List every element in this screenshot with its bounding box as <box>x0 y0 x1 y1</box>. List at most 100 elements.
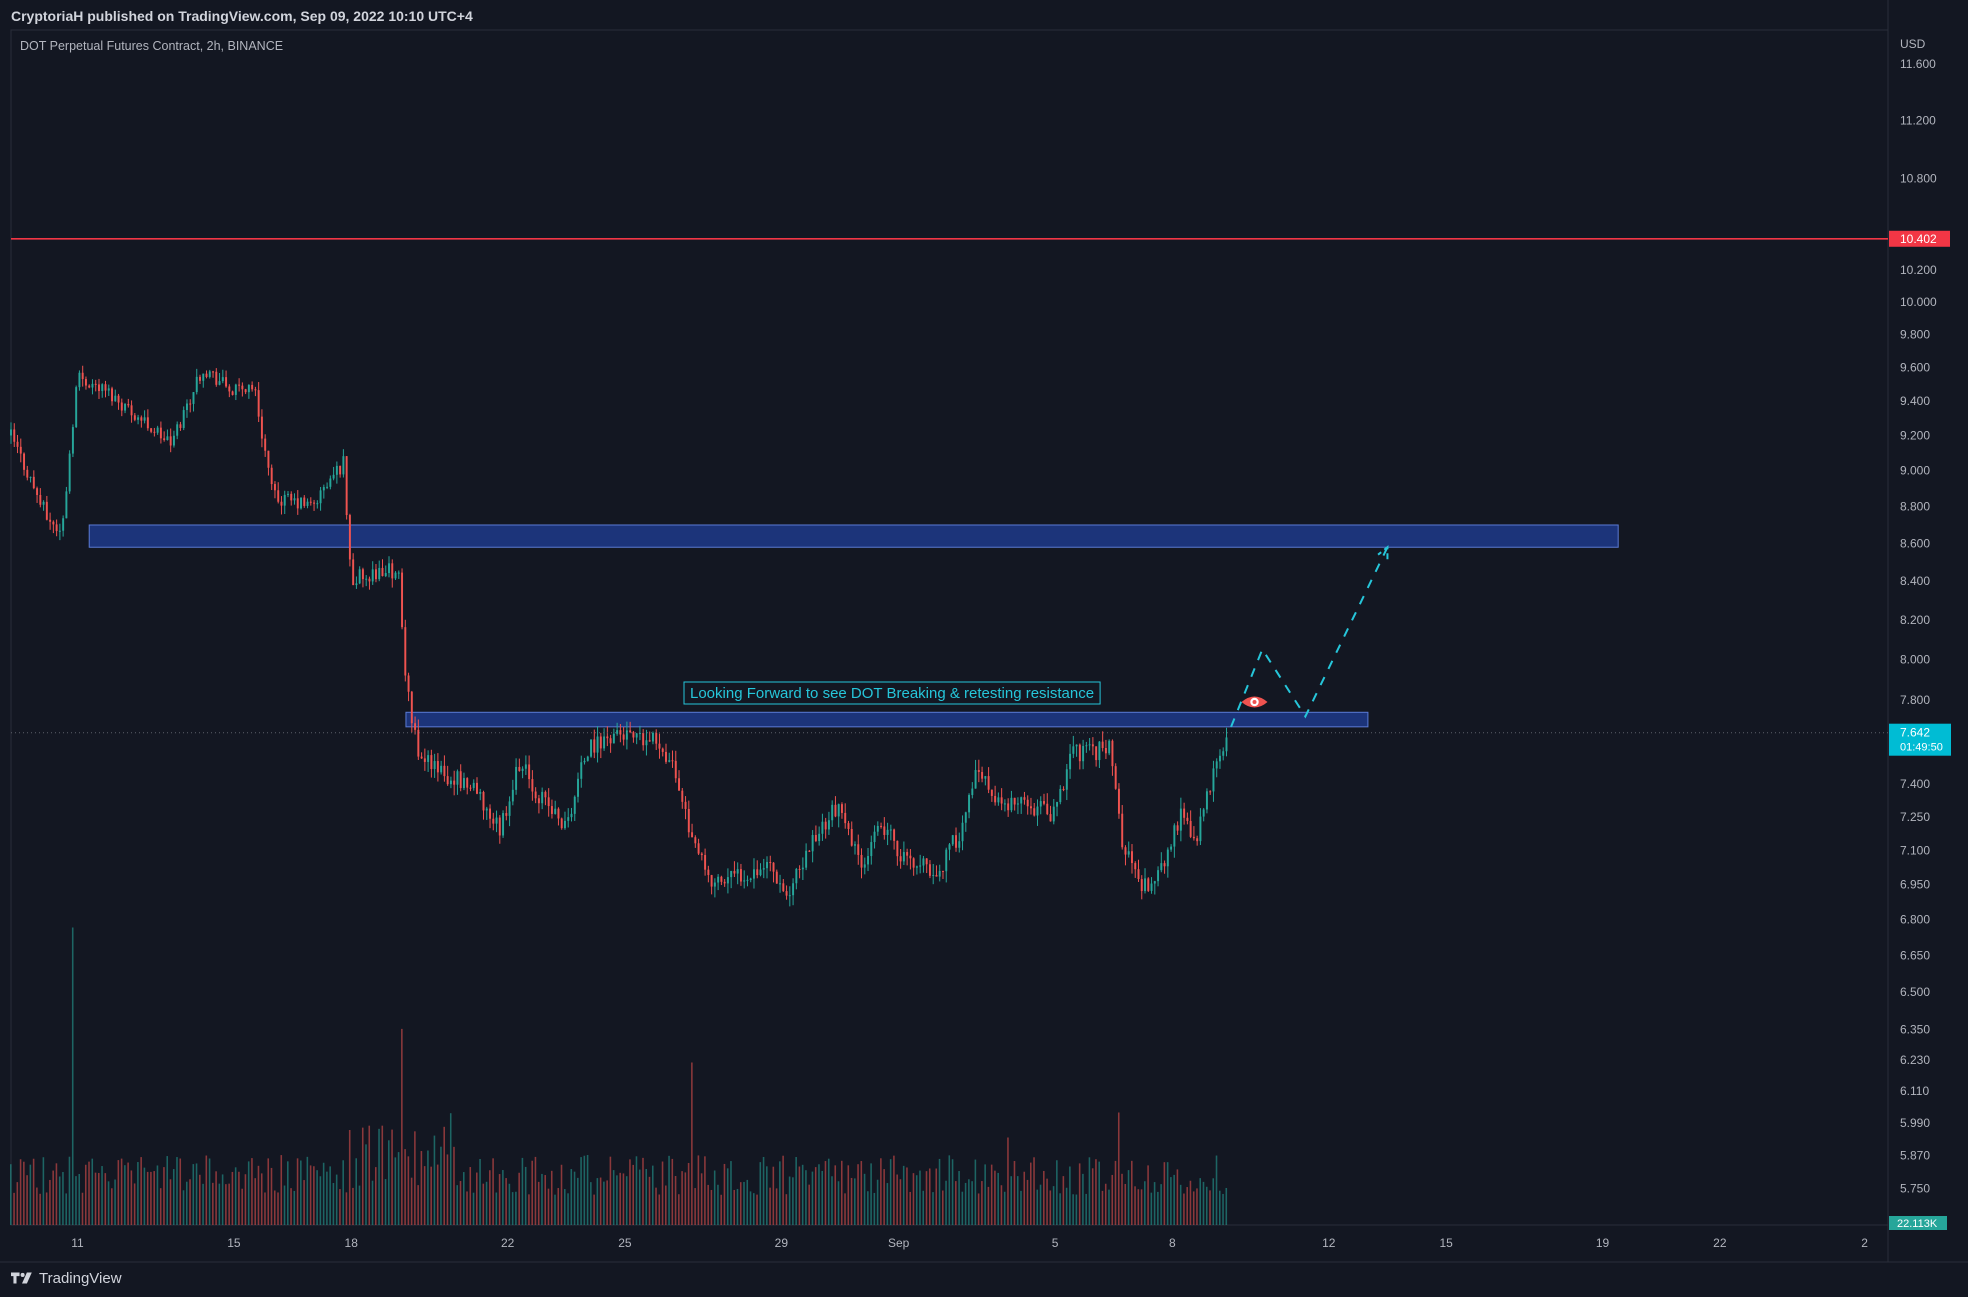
volume-bar <box>661 1161 664 1225</box>
volume-bar <box>518 1172 520 1225</box>
volume-bar <box>528 1194 530 1225</box>
volume-bar <box>218 1183 221 1225</box>
volume-bar <box>1043 1170 1045 1225</box>
volume-bar <box>951 1159 954 1225</box>
candle-body <box>840 804 843 813</box>
volume-bar <box>616 1175 618 1225</box>
last-price-badge <box>1889 723 1951 756</box>
currency-label: USD <box>1900 37 1926 51</box>
candle-body <box>736 869 739 874</box>
candle-body <box>342 456 345 475</box>
volume-bar <box>928 1168 931 1225</box>
volume-bar <box>700 1173 703 1225</box>
volume-bar <box>303 1180 305 1225</box>
volume-bar <box>671 1158 674 1225</box>
volume-bar <box>1065 1187 1068 1225</box>
y-tick-label: 6.110 <box>1900 1084 1929 1098</box>
volume-bar <box>283 1185 286 1225</box>
plot-frame <box>10 29 1889 1226</box>
candle-body <box>831 804 834 821</box>
x-tick-label: 8 <box>1169 1236 1176 1250</box>
candle-body <box>661 748 664 752</box>
volume-bar <box>603 1181 605 1225</box>
candle-body <box>466 778 469 788</box>
candle-body <box>642 732 645 746</box>
candle-body <box>511 789 514 802</box>
candle-body <box>150 428 153 432</box>
volume-bar <box>593 1194 595 1225</box>
candle-body <box>1192 836 1195 839</box>
volume-bar <box>824 1161 827 1225</box>
candle-body <box>101 384 104 392</box>
candle-body <box>932 875 935 877</box>
candle-body <box>1104 747 1107 754</box>
volume-bar <box>922 1190 925 1225</box>
volume-bar <box>766 1166 768 1225</box>
candle-body <box>290 493 293 501</box>
annotation-box <box>683 681 1101 705</box>
candle-body <box>1023 797 1026 800</box>
candle-body <box>489 808 492 819</box>
volume-bar <box>433 1135 436 1225</box>
volume-bar <box>981 1181 983 1225</box>
candle-body <box>218 381 221 385</box>
volume-bar <box>821 1170 823 1225</box>
candle-body <box>577 778 579 797</box>
volume-bar <box>694 1188 696 1225</box>
candle-body <box>313 502 316 504</box>
volume-bar <box>583 1155 586 1225</box>
volume-bar <box>1026 1179 1029 1225</box>
volume-bar <box>247 1161 250 1225</box>
volume-bar <box>704 1156 706 1225</box>
volume-bar <box>264 1192 266 1225</box>
candle-body <box>277 490 280 502</box>
footer-brand[interactable]: TradingView <box>11 1267 122 1289</box>
candle-body <box>730 870 733 878</box>
candle-body <box>300 497 303 509</box>
candle-body <box>935 875 938 877</box>
candle-body <box>267 450 270 468</box>
volume-bar <box>974 1159 977 1225</box>
candle-body <box>251 384 254 390</box>
candle-body <box>133 415 136 420</box>
candle-body <box>521 768 524 771</box>
volume-bar <box>994 1170 996 1225</box>
candle-body <box>459 771 462 789</box>
volume-bar <box>462 1172 465 1225</box>
volume-bar <box>345 1192 348 1225</box>
volume-bar <box>863 1173 866 1225</box>
volume-bar <box>169 1179 172 1225</box>
candle-body <box>635 733 638 738</box>
volume-bar <box>1016 1176 1019 1225</box>
volume-bar <box>1078 1163 1081 1225</box>
volume-bar <box>1121 1173 1123 1225</box>
candle-body <box>394 572 397 579</box>
candle-body <box>433 761 436 770</box>
volume-bar <box>163 1167 165 1225</box>
volume-bar <box>146 1171 149 1225</box>
volume-badge-label: 22.113K <box>1897 1218 1938 1230</box>
candle-body <box>117 395 120 403</box>
volume-bar <box>635 1156 638 1225</box>
candle-body <box>345 456 348 516</box>
volume-bar <box>1082 1173 1084 1225</box>
candle-body <box>1222 751 1225 756</box>
volume-bar <box>1144 1181 1146 1225</box>
brand-name: TradingView <box>39 1269 122 1287</box>
candle-body <box>469 787 472 789</box>
candle-body <box>202 373 205 381</box>
volume-bar <box>381 1125 384 1225</box>
volume-bar <box>638 1169 641 1225</box>
candle-body <box>616 730 619 734</box>
candle-body <box>495 817 498 824</box>
candle-body <box>710 875 713 887</box>
candle-body <box>902 852 905 862</box>
candle-body <box>482 791 485 811</box>
candle-body <box>45 501 48 520</box>
volume-bar <box>225 1184 227 1225</box>
candle-body <box>502 813 505 836</box>
volume-bar <box>1202 1181 1205 1225</box>
volume-layer <box>10 927 1228 1225</box>
candle-body <box>430 755 433 770</box>
